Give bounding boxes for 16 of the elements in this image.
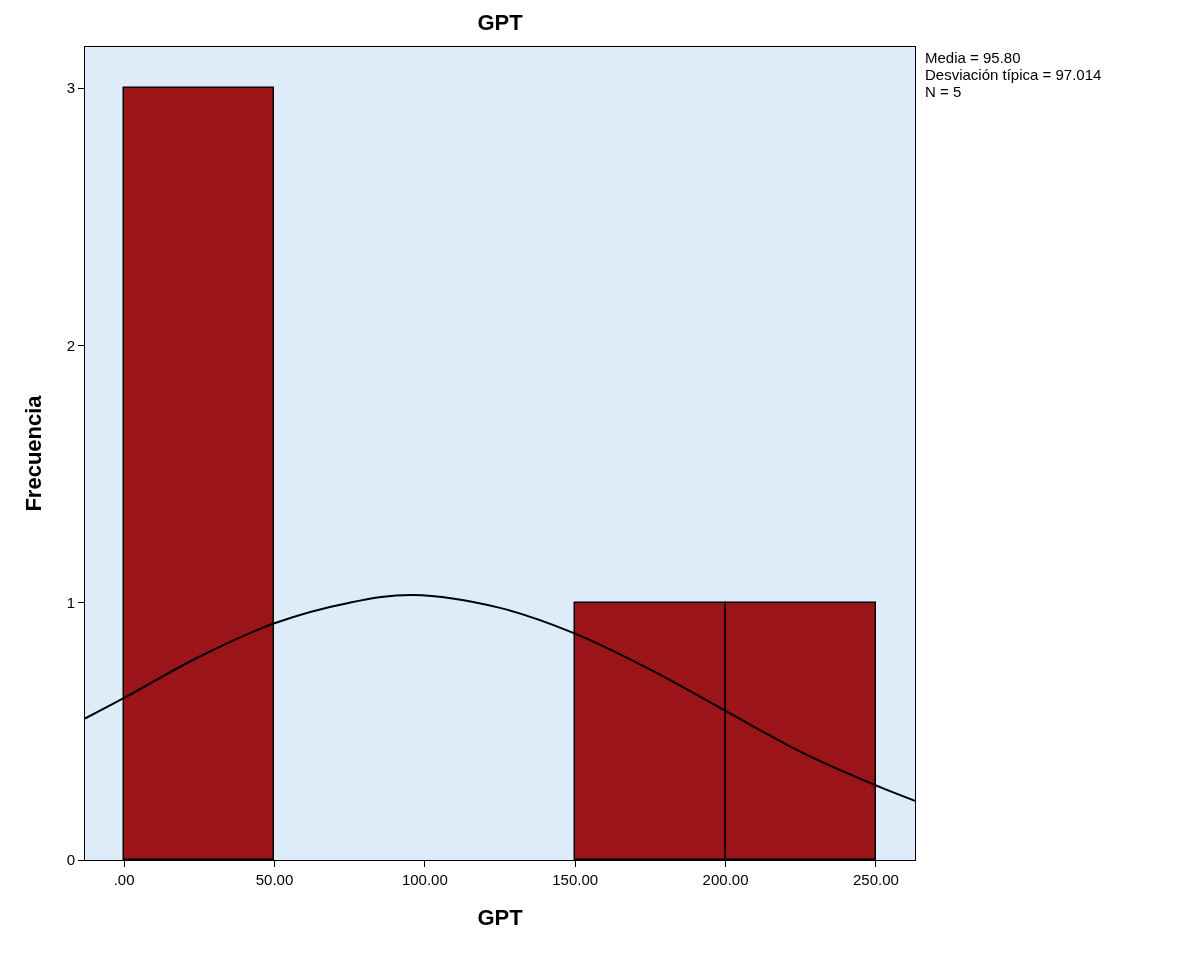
y-axis-title: Frecuencia: [21, 394, 47, 512]
x-tick-label: 100.00: [401, 871, 448, 888]
text: Media = 95.80: [925, 49, 1021, 66]
x-axis-title: GPT: [477, 904, 524, 930]
x-tick-label: 200.00: [702, 871, 749, 888]
x-tick-label: 50.00: [255, 871, 294, 888]
x-tick-label: 150.00: [552, 871, 599, 888]
y-tick-label: 3: [66, 79, 75, 97]
text: N = 5: [925, 83, 962, 100]
x-tick-label: 250.00: [852, 871, 899, 888]
text: Desviación típica = 97.014: [925, 66, 1102, 83]
y-tick-label: 1: [66, 593, 75, 611]
x-tick-label: .00: [113, 871, 135, 888]
chart-title: GPT: [477, 9, 524, 35]
y-tick-label: 2: [66, 336, 75, 354]
y-tick-label: 0: [66, 851, 75, 869]
